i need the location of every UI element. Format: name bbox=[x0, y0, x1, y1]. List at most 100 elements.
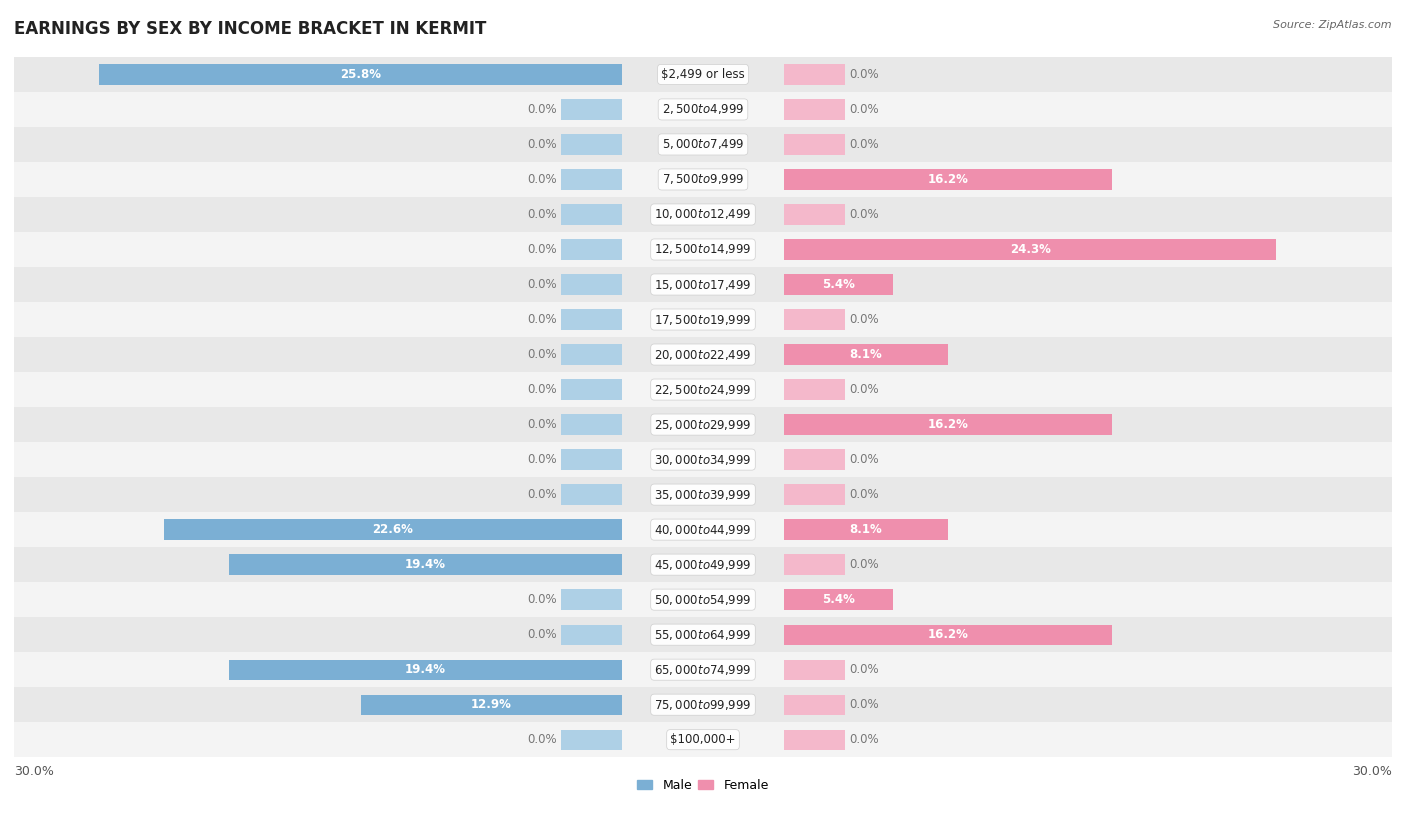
Bar bbox=[785, 345, 948, 365]
Text: 0.0%: 0.0% bbox=[527, 733, 557, 746]
Bar bbox=[785, 694, 845, 715]
Text: 0.0%: 0.0% bbox=[527, 348, 557, 361]
Bar bbox=[360, 694, 621, 715]
Text: $45,000 to $49,999: $45,000 to $49,999 bbox=[654, 558, 752, 572]
Text: 0.0%: 0.0% bbox=[849, 698, 879, 711]
Text: $30,000 to $34,999: $30,000 to $34,999 bbox=[654, 453, 752, 467]
Bar bbox=[14, 232, 1392, 267]
Bar bbox=[14, 652, 1392, 687]
Text: 0.0%: 0.0% bbox=[849, 68, 879, 81]
Text: 30.0%: 30.0% bbox=[14, 765, 53, 778]
Text: 0.0%: 0.0% bbox=[849, 559, 879, 572]
Text: $65,000 to $74,999: $65,000 to $74,999 bbox=[654, 663, 752, 676]
Text: EARNINGS BY SEX BY INCOME BRACKET IN KERMIT: EARNINGS BY SEX BY INCOME BRACKET IN KER… bbox=[14, 20, 486, 38]
Bar bbox=[561, 204, 621, 224]
Text: 0.0%: 0.0% bbox=[527, 453, 557, 466]
Text: 0.0%: 0.0% bbox=[527, 628, 557, 641]
Text: $17,500 to $19,999: $17,500 to $19,999 bbox=[654, 312, 752, 327]
Text: $25,000 to $29,999: $25,000 to $29,999 bbox=[654, 418, 752, 432]
Text: $2,500 to $4,999: $2,500 to $4,999 bbox=[662, 102, 744, 116]
Bar bbox=[14, 687, 1392, 722]
Bar bbox=[14, 512, 1392, 547]
Bar bbox=[14, 197, 1392, 232]
Text: $10,000 to $12,499: $10,000 to $12,499 bbox=[654, 207, 752, 221]
Bar bbox=[165, 520, 621, 540]
Bar bbox=[785, 64, 845, 85]
Bar bbox=[561, 659, 621, 680]
Bar bbox=[561, 520, 621, 540]
Bar bbox=[561, 380, 621, 400]
Text: 22.6%: 22.6% bbox=[373, 523, 413, 536]
Bar bbox=[785, 345, 845, 365]
Bar bbox=[785, 415, 845, 435]
Text: $2,499 or less: $2,499 or less bbox=[661, 68, 745, 81]
Text: 0.0%: 0.0% bbox=[849, 103, 879, 116]
Bar bbox=[561, 345, 621, 365]
Text: 0.0%: 0.0% bbox=[527, 383, 557, 396]
Bar bbox=[561, 169, 621, 189]
Text: 0.0%: 0.0% bbox=[527, 313, 557, 326]
Bar bbox=[14, 162, 1392, 197]
Text: 12.9%: 12.9% bbox=[471, 698, 512, 711]
Bar bbox=[561, 624, 621, 645]
Bar bbox=[785, 520, 948, 540]
Bar bbox=[785, 485, 845, 505]
Text: 16.2%: 16.2% bbox=[928, 628, 969, 641]
Bar bbox=[561, 485, 621, 505]
Bar bbox=[785, 310, 845, 330]
Bar bbox=[785, 624, 1112, 645]
Text: 19.4%: 19.4% bbox=[405, 663, 446, 676]
Text: $55,000 to $64,999: $55,000 to $64,999 bbox=[654, 628, 752, 641]
Bar bbox=[785, 624, 845, 645]
Bar bbox=[229, 554, 621, 575]
Text: 5.4%: 5.4% bbox=[823, 278, 855, 291]
Bar bbox=[14, 582, 1392, 617]
Bar bbox=[785, 659, 845, 680]
Bar bbox=[561, 589, 621, 610]
Bar bbox=[785, 239, 845, 259]
Bar bbox=[785, 729, 845, 750]
Legend: Male, Female: Male, Female bbox=[633, 774, 773, 797]
Bar bbox=[561, 694, 621, 715]
Text: 0.0%: 0.0% bbox=[849, 208, 879, 221]
Text: 0.0%: 0.0% bbox=[849, 383, 879, 396]
Bar bbox=[785, 554, 845, 575]
Text: $12,500 to $14,999: $12,500 to $14,999 bbox=[654, 242, 752, 256]
Bar bbox=[785, 415, 1112, 435]
Text: 0.0%: 0.0% bbox=[849, 488, 879, 501]
Bar bbox=[785, 169, 1112, 189]
Bar bbox=[14, 267, 1392, 302]
Text: 30.0%: 30.0% bbox=[1353, 765, 1392, 778]
Text: 0.0%: 0.0% bbox=[527, 103, 557, 116]
Text: $40,000 to $44,999: $40,000 to $44,999 bbox=[654, 523, 752, 537]
Bar bbox=[14, 302, 1392, 337]
Bar bbox=[785, 589, 845, 610]
Text: 0.0%: 0.0% bbox=[849, 663, 879, 676]
Text: 0.0%: 0.0% bbox=[527, 278, 557, 291]
Text: 0.0%: 0.0% bbox=[849, 138, 879, 151]
Bar bbox=[14, 372, 1392, 407]
Bar bbox=[14, 127, 1392, 162]
Bar bbox=[561, 99, 621, 120]
Text: 8.1%: 8.1% bbox=[849, 348, 883, 361]
Text: $50,000 to $54,999: $50,000 to $54,999 bbox=[654, 593, 752, 606]
Text: $15,000 to $17,499: $15,000 to $17,499 bbox=[654, 277, 752, 292]
Text: 0.0%: 0.0% bbox=[527, 138, 557, 151]
Bar bbox=[561, 415, 621, 435]
Bar bbox=[14, 547, 1392, 582]
Text: 16.2%: 16.2% bbox=[928, 173, 969, 186]
Text: 0.0%: 0.0% bbox=[527, 593, 557, 606]
Bar bbox=[14, 617, 1392, 652]
Text: 0.0%: 0.0% bbox=[527, 488, 557, 501]
Bar bbox=[14, 722, 1392, 757]
Text: $75,000 to $99,999: $75,000 to $99,999 bbox=[654, 698, 752, 711]
Bar bbox=[785, 589, 893, 610]
Bar bbox=[229, 659, 621, 680]
Text: 0.0%: 0.0% bbox=[849, 313, 879, 326]
Text: $35,000 to $39,999: $35,000 to $39,999 bbox=[654, 488, 752, 502]
Text: 16.2%: 16.2% bbox=[928, 418, 969, 431]
Text: $100,000+: $100,000+ bbox=[671, 733, 735, 746]
Bar bbox=[561, 239, 621, 259]
Bar bbox=[785, 169, 845, 189]
Text: 0.0%: 0.0% bbox=[527, 208, 557, 221]
